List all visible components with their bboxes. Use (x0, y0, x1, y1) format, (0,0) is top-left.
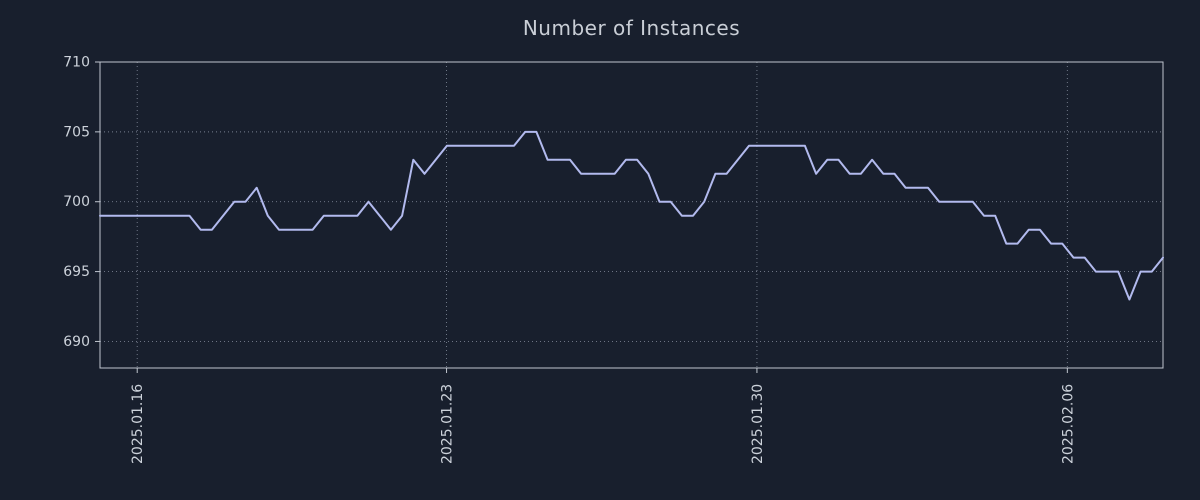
plot-frame (99, 61, 1164, 369)
y-tick-label: 710 (63, 55, 90, 71)
y-tick-label: 705 (63, 124, 90, 140)
chart-title: Number of Instances (522, 16, 741, 40)
x-tick-label: 2025.02.06 (1060, 384, 1076, 464)
y-tick-label: 695 (63, 264, 90, 280)
x-tick-label: 2025.01.16 (130, 384, 146, 464)
x-tick-label: 2025.01.23 (440, 384, 456, 464)
series-line-instances (99, 130, 1164, 301)
y-tick-label: 700 (63, 194, 90, 210)
x-tick-label: 2025.01.30 (750, 384, 766, 464)
y-tick-label: 690 (63, 334, 90, 350)
